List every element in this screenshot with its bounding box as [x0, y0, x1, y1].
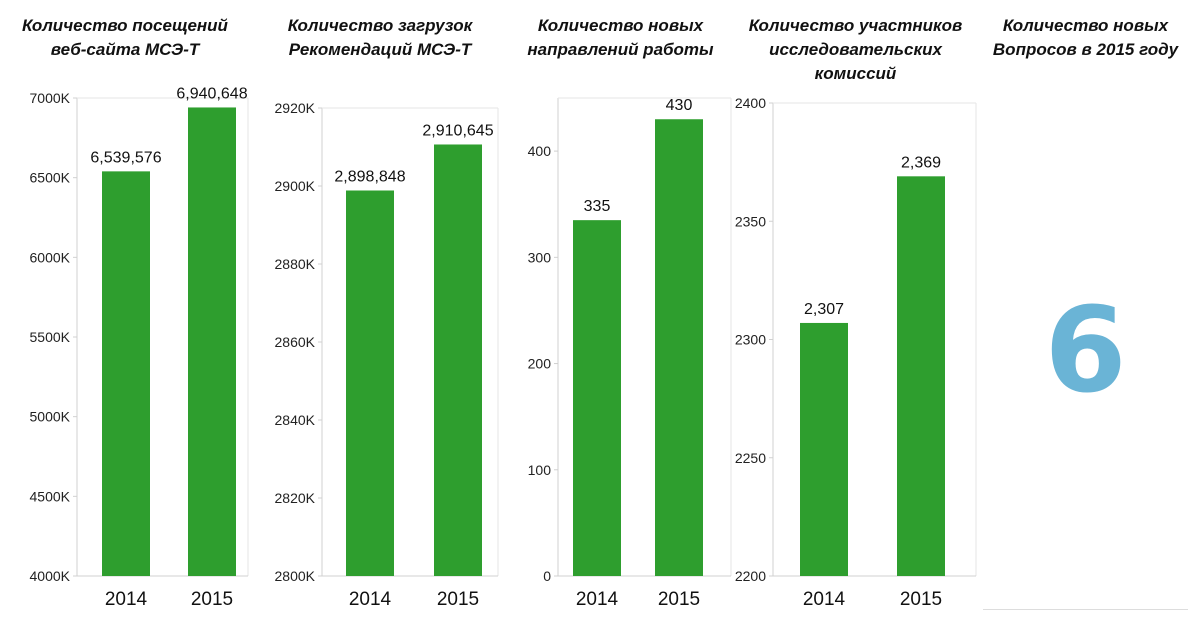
- bar: [188, 107, 236, 576]
- y-tick-label: 2820K: [275, 490, 316, 506]
- chart-title-line: Количество участников: [748, 16, 963, 35]
- bar-chart-website-visits: 4000K 4500K 5000K 5500K 6000K 6500K 7000K 6,539…: [30, 85, 249, 610]
- chart-title: Количество посещений веб-сайта МСЭ-Т: [0, 14, 250, 62]
- y-tick-label: 6500K: [30, 170, 71, 186]
- chart-panel-website-visits: Количество посещений веб-сайта МСЭ-Т 400…: [0, 0, 250, 632]
- y-tick-label: 300: [528, 249, 552, 265]
- chart-title-line: комиссий: [814, 64, 897, 83]
- chart-title: Количество участников исследовательских …: [733, 14, 978, 86]
- y-tick-label: 2800K: [275, 568, 316, 584]
- x-category-label: 2014: [105, 589, 148, 610]
- y-tick-label: 0: [543, 568, 551, 584]
- chart-title: Количество загрузок Рекомендаций МСЭ-Т: [260, 14, 500, 62]
- chart-title-line: Количество загрузок: [287, 16, 473, 35]
- y-tick-label: 7000K: [30, 90, 71, 106]
- x-category-label: 2015: [900, 589, 942, 610]
- y-tick-label: 4000K: [30, 568, 71, 584]
- bar: [655, 119, 703, 576]
- big-number-title: Количество новых Вопросов в 2015 году: [983, 14, 1188, 62]
- data-label: 6,940,648: [176, 85, 247, 102]
- data-label: 335: [584, 198, 611, 215]
- chart-panel-new-work-items: Количество новых направлений работы 0 100…: [508, 0, 733, 632]
- chart-title: Количество новых направлений работы: [508, 14, 733, 62]
- bar-chart-recommendation-downloads: 2800K 2820K 2840K 2860K 2880K 2900K 2920K 2,898…: [275, 100, 499, 610]
- chart-panel-recommendation-downloads: Количество загрузок Рекомендаций МСЭ-Т 2…: [260, 0, 500, 632]
- y-tick-label: 2840K: [275, 412, 316, 428]
- data-label: 2,910,645: [422, 122, 493, 139]
- x-category-label: 2014: [803, 589, 846, 610]
- y-tick-label: 100: [528, 462, 552, 478]
- big-number-panel: Количество новых Вопросов в 2015 году 6: [983, 0, 1188, 632]
- x-category-label: 2015: [658, 589, 700, 610]
- bar: [897, 176, 945, 576]
- chart-title-line: веб-сайта МСЭ-Т: [50, 40, 200, 59]
- y-tick-label: 5000K: [30, 409, 71, 425]
- chart-title-line: исследовательских: [769, 40, 942, 59]
- data-label: 6,539,576: [90, 149, 161, 166]
- y-tick-label: 200: [528, 356, 552, 372]
- big-number-title-line: Количество новых: [1002, 16, 1169, 35]
- y-tick-label: 2900K: [275, 178, 316, 194]
- chart-title-line: Рекомендаций МСЭ-Т: [288, 40, 472, 59]
- y-tick-label: 2400: [735, 95, 766, 111]
- divider: [983, 609, 1188, 610]
- big-number-value: 6: [1044, 281, 1127, 419]
- y-tick-label: 2200: [735, 568, 766, 584]
- data-label: 2,898,848: [334, 168, 405, 185]
- chart-title-line: направлений работы: [527, 40, 714, 59]
- bar-chart-study-group-participants: 2200 2250 2300 2350 2400 2,307 2014 2,369 2015: [735, 95, 977, 610]
- data-label: 2,307: [804, 301, 844, 318]
- bar-chart-new-work-items: 0 100 200 300 400 335 2014 430 2015: [528, 97, 732, 610]
- y-tick-label: 2860K: [275, 334, 316, 350]
- x-category-label: 2015: [191, 589, 233, 610]
- y-tick-label: 400: [528, 143, 552, 159]
- bar: [102, 171, 150, 576]
- bar: [800, 322, 848, 576]
- bar: [346, 190, 394, 576]
- y-tick-label: 2300: [735, 332, 766, 348]
- y-tick-label: 4500K: [30, 488, 71, 504]
- y-tick-label: 2920K: [275, 100, 316, 116]
- bar: [573, 220, 621, 576]
- x-category-label: 2014: [349, 589, 392, 610]
- data-label: 2,369: [901, 154, 941, 171]
- y-tick-label: 2880K: [275, 256, 316, 272]
- y-tick-label: 2350: [735, 213, 766, 229]
- y-tick-label: 6000K: [30, 249, 71, 265]
- chart-panel-study-group-participants: Количество участников исследовательских …: [733, 0, 978, 632]
- data-label: 430: [666, 97, 693, 114]
- x-category-label: 2014: [576, 589, 619, 610]
- big-number-title-line: Вопросов в 2015 году: [992, 40, 1179, 59]
- bar: [434, 144, 482, 576]
- x-category-label: 2015: [437, 589, 479, 610]
- chart-title-line: Количество новых: [537, 16, 704, 35]
- y-tick-label: 2250: [735, 450, 766, 466]
- chart-title-line: Количество посещений: [22, 16, 228, 35]
- y-tick-label: 5500K: [30, 329, 71, 345]
